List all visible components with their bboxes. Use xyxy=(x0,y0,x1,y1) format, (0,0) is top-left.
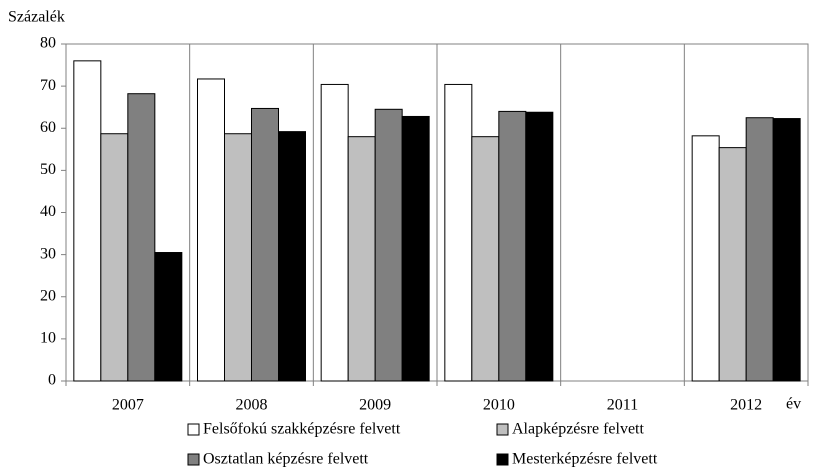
y-tick-label: 20 xyxy=(40,287,56,304)
x-tick-label: 2010 xyxy=(483,397,515,414)
bar xyxy=(374,108,403,382)
y-axis-label: Százalék xyxy=(8,9,65,26)
legend-label: Mesterképzésre felvett xyxy=(512,451,658,468)
bar xyxy=(127,93,156,382)
bar xyxy=(320,83,349,382)
y-tick-label: 50 xyxy=(40,161,56,178)
x-tick-label: 2009 xyxy=(359,397,391,414)
bar xyxy=(100,133,129,382)
bar xyxy=(471,136,500,382)
bar xyxy=(691,135,720,382)
bar xyxy=(347,136,376,382)
y-tick-label: 80 xyxy=(40,35,56,52)
x-axis-label: év xyxy=(786,396,801,413)
legend-label: Osztatlan képzésre felvett xyxy=(203,451,369,468)
legend-swatch xyxy=(496,423,509,436)
bar xyxy=(772,118,801,382)
y-tick-label: 30 xyxy=(40,245,56,262)
y-tick-label: 60 xyxy=(40,119,56,136)
y-tick-label: 40 xyxy=(40,203,56,220)
legend-label: Alapképzésre felvett xyxy=(512,421,644,438)
x-tick-label: 2012 xyxy=(730,397,762,414)
bar xyxy=(444,83,473,382)
x-tick-label: 2008 xyxy=(236,397,268,414)
bar xyxy=(401,115,430,382)
bar xyxy=(718,147,747,382)
legend-swatch xyxy=(187,453,200,466)
bar xyxy=(224,133,252,382)
y-tick-label: 10 xyxy=(40,330,56,347)
y-tick-label: 0 xyxy=(48,372,56,389)
bar xyxy=(278,131,306,382)
bar xyxy=(498,110,527,382)
bar xyxy=(73,60,102,382)
bar xyxy=(251,107,279,382)
bar xyxy=(154,252,183,382)
legend-label: Felsőfokú szakképzésre felvett xyxy=(203,421,401,438)
x-tick-label: 2007 xyxy=(112,397,144,414)
x-tick-label: 2011 xyxy=(607,397,638,414)
legend-swatch xyxy=(187,423,200,436)
bar xyxy=(525,111,554,382)
legend-swatch xyxy=(496,453,509,466)
bar xyxy=(745,117,774,382)
y-tick-label: 70 xyxy=(40,77,56,94)
bar xyxy=(197,78,225,382)
